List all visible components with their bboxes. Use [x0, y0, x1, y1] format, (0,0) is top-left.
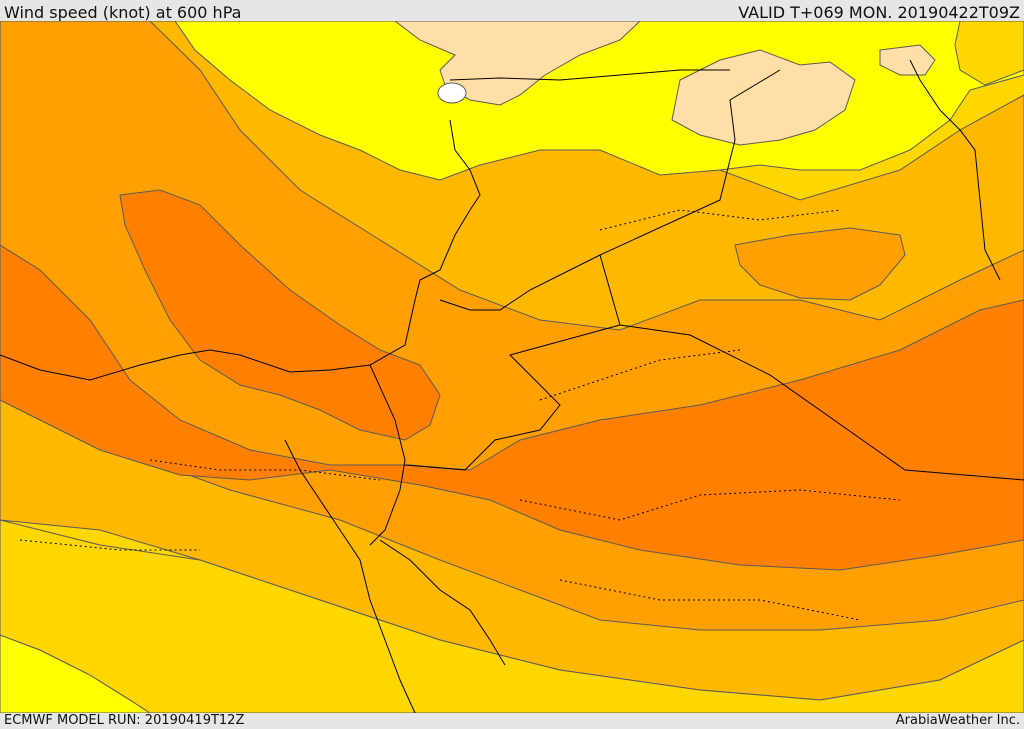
band-dark-orange-south [0, 244, 1024, 571]
model-run: ECMWF MODEL RUN: 20190419T12Z [4, 713, 245, 728]
band-dark-orange-north [119, 189, 441, 441]
header-bar: Wind speed (knot) at 600 hPa VALID T+069… [0, 0, 1024, 22]
valid-time: VALID T+069 MON. 20190422T09Z [738, 3, 1020, 22]
footer-bar: ECMWF MODEL RUN: 20190419T12Z ArabiaWeat… [0, 713, 1024, 729]
map-title: Wind speed (knot) at 600 hPa [4, 3, 242, 22]
white-patch [437, 82, 467, 104]
band-gold-south [0, 519, 1024, 713]
band-gold-ne [954, 21, 1024, 86]
band-yellow [174, 21, 1024, 181]
wind-speed-map [0, 21, 1024, 713]
band-lightest-east [879, 44, 936, 76]
band-lightest-caspian [671, 49, 856, 146]
band-orange-iraq [734, 227, 906, 301]
province-lines [19, 209, 901, 621]
borders [0, 59, 1024, 713]
map-svg [0, 21, 1024, 713]
credit: ArabiaWeather Inc. [895, 713, 1020, 728]
